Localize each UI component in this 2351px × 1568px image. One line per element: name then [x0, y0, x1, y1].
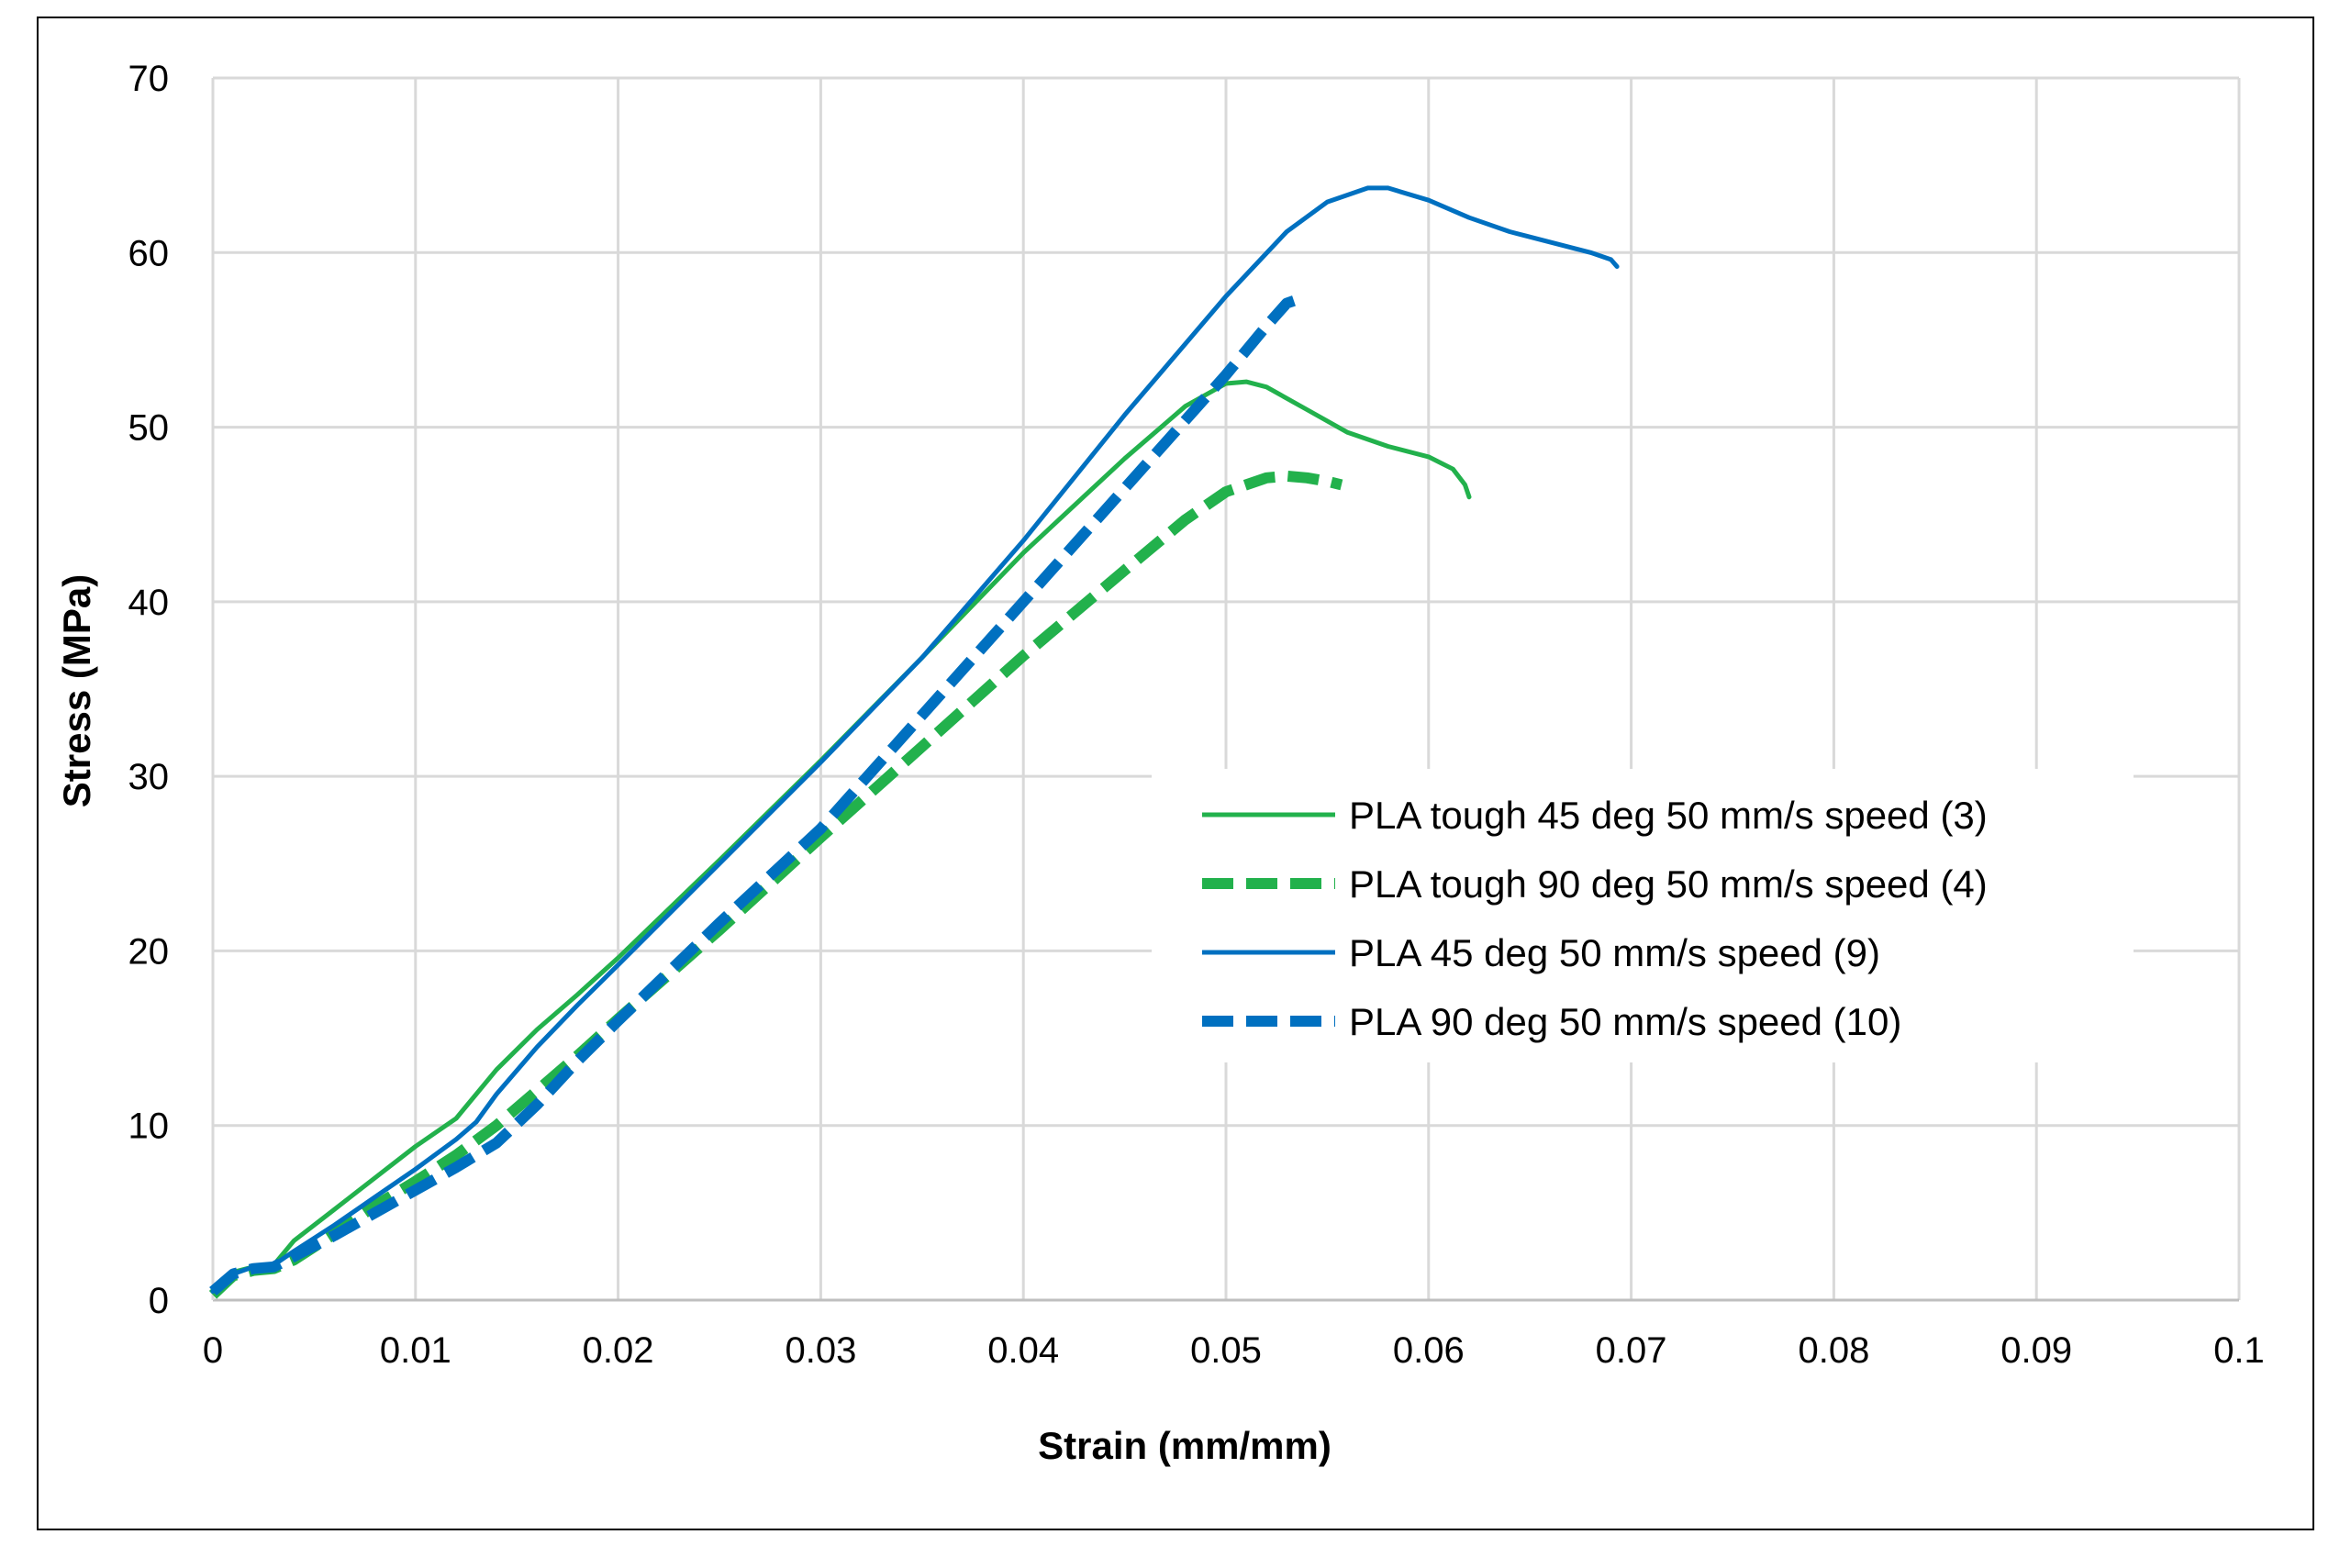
y-tick-label: 0	[149, 1281, 169, 1321]
y-tick-label: 30	[128, 757, 170, 797]
x-tick-label: 0.06	[1393, 1330, 1465, 1371]
y-axis-title: Stress (MPa)	[55, 574, 98, 807]
x-tick-label: 0.04	[987, 1330, 1059, 1371]
x-tick-label: 0.07	[1596, 1330, 1667, 1371]
legend-label-2: PLA tough 90 deg 50 mm/s speed (4)	[1349, 862, 1988, 906]
y-tick-label: 60	[128, 233, 170, 273]
x-tick-label: 0	[203, 1330, 223, 1371]
gridlines	[213, 76, 2241, 1300]
legend: PLA tough 45 deg 50 mm/s speed (3) PLA to…	[1152, 769, 2134, 1062]
x-tick-label: 0.05	[1190, 1330, 1262, 1371]
x-tick-labels: 0 0.01 0.02 0.03 0.04 0.05 0.06 0.07 0.08 0.09 0.1	[203, 1330, 2265, 1371]
legend-label-1: PLA tough 45 deg 50 mm/s speed (3)	[1349, 794, 1988, 837]
legend-label-4: PLA 90 deg 50 mm/s speed (10)	[1349, 1000, 1901, 1043]
x-tick-label: 0.03	[785, 1330, 856, 1371]
y-tick-label: 70	[128, 59, 170, 99]
x-tick-label: 0.02	[583, 1330, 654, 1371]
x-tick-label: 0.1	[2213, 1330, 2265, 1371]
legend-background	[1152, 769, 2134, 1062]
y-tick-label: 40	[128, 583, 170, 623]
y-tick-label: 20	[128, 931, 170, 972]
y-tick-label: 10	[128, 1106, 170, 1147]
series-lines	[208, 185, 1620, 1299]
legend-label-3: PLA 45 deg 50 mm/s speed (9)	[1349, 931, 1880, 974]
x-tick-label: 0.08	[1798, 1330, 1869, 1371]
axes	[211, 78, 2239, 1302]
x-tick-label: 0.09	[2000, 1330, 2072, 1371]
y-tick-labels: 0 10 20 30 40 50 60 70	[128, 59, 170, 1321]
x-axis-title: Strain (mm/mm)	[1038, 1424, 1331, 1467]
y-tick-label: 50	[128, 408, 170, 449]
series-line-3	[210, 185, 1620, 1294]
series-line-4	[209, 295, 1299, 1296]
x-tick-label: 0.01	[380, 1330, 451, 1371]
